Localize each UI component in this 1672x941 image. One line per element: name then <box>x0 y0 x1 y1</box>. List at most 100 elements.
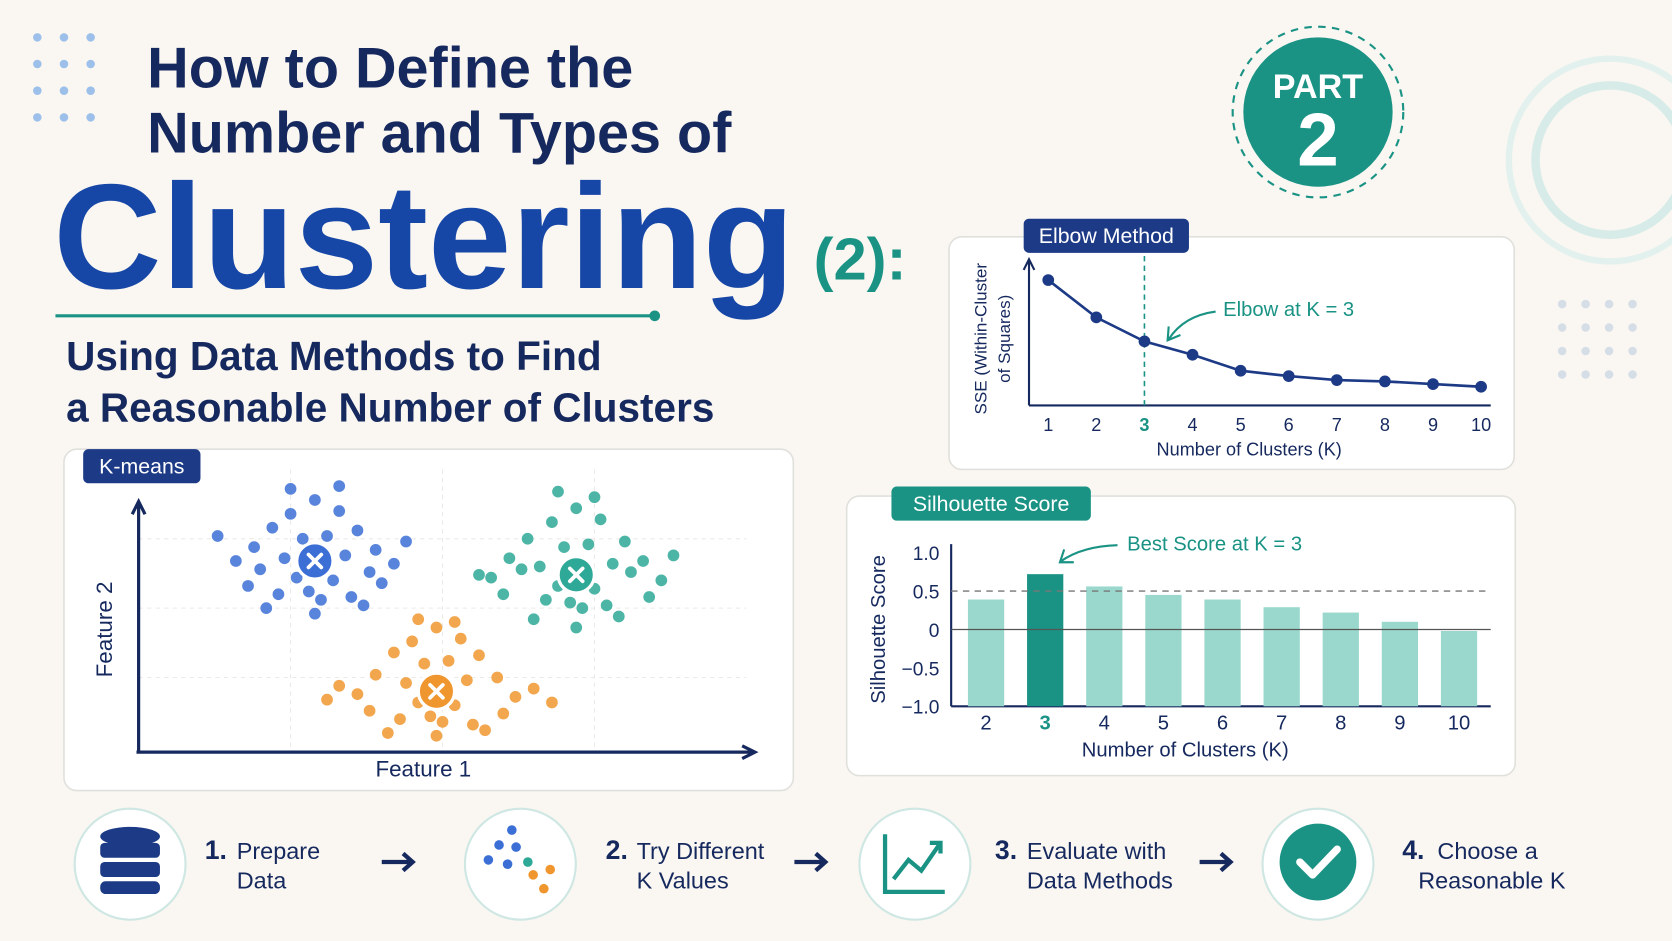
step-label: Data Methods <box>1027 868 1173 894</box>
scatter-point <box>272 588 285 601</box>
x-tick-label: 7 <box>1276 713 1287 735</box>
scatter-point <box>564 596 577 609</box>
scatter-point <box>448 616 461 628</box>
axis <box>1022 256 1491 407</box>
scatter-point <box>388 557 400 570</box>
scatter-point <box>284 507 297 520</box>
step-label: Reasonable K <box>1418 868 1566 894</box>
x-tick-label: 2 <box>1091 415 1101 435</box>
scatter-point <box>418 657 431 670</box>
scatter-point <box>302 585 315 598</box>
step-label: K Values <box>637 868 729 894</box>
dots-icon <box>483 825 556 894</box>
database-icon <box>100 826 160 895</box>
y-axis-label: Silhouette Score <box>868 555 890 704</box>
scatter-point <box>333 505 346 517</box>
scatter-point <box>552 485 564 498</box>
panel-tab <box>891 486 1091 521</box>
scatter-point <box>655 574 668 587</box>
scatter-point <box>527 613 540 626</box>
scatter-point <box>394 713 406 725</box>
scatter-point <box>473 649 485 662</box>
scatter-point <box>491 671 504 684</box>
annotation: Elbow at K = 3 <box>1223 299 1354 321</box>
scatter-point <box>315 593 327 606</box>
x-tick-label: 9 <box>1394 713 1405 735</box>
scatter-point <box>266 521 279 534</box>
scatter-point <box>558 541 570 553</box>
scatter-point <box>497 588 510 601</box>
scatter-point <box>473 568 485 581</box>
chart-title: K-means <box>99 455 184 479</box>
centroid-cross <box>428 683 445 700</box>
badge <box>1243 37 1393 187</box>
line-point <box>1234 364 1247 377</box>
bar <box>1204 599 1241 707</box>
scatter-point <box>600 599 613 612</box>
check-mark <box>1296 845 1341 879</box>
annotation: Best Score at K = 3 <box>1127 534 1302 556</box>
scatter-point <box>588 491 601 504</box>
axis <box>130 497 147 753</box>
line-point <box>1475 380 1487 393</box>
deco-ring <box>1531 81 1672 239</box>
chart-title: Silhouette Score <box>913 492 1069 516</box>
y-tick-label: −0.5 <box>902 659 940 680</box>
step-number: 3. <box>995 835 1017 865</box>
scatter-point <box>521 532 534 545</box>
title-line: How to Define the <box>147 36 633 100</box>
scatter-point <box>454 632 467 645</box>
scatter-point <box>612 610 625 623</box>
scatter-point <box>345 591 358 603</box>
scatter-point <box>667 549 680 562</box>
scatter-point <box>539 593 552 606</box>
line-point <box>1282 370 1295 382</box>
scatter-point <box>248 541 260 553</box>
scatter-point <box>375 577 388 590</box>
scatter-point <box>363 704 376 717</box>
scatter-point <box>381 727 394 739</box>
x-axis-label: Number of Clusters (K) <box>1157 440 1342 460</box>
scatter-point <box>479 724 491 737</box>
scatter-point <box>442 654 455 667</box>
annotation-arrow <box>1058 544 1118 564</box>
scatter-point <box>503 552 516 565</box>
steps: 1. Prepare Data 2. Try Different K Value… <box>73 807 1566 921</box>
scatter-point <box>570 621 583 634</box>
scatter-point <box>412 613 425 626</box>
scatter-point <box>284 482 297 495</box>
x-tick-label: 2 <box>980 713 991 735</box>
bar <box>1086 586 1123 707</box>
scatter-point <box>309 494 321 506</box>
scatter-point <box>594 513 607 526</box>
x-tick-label: 5 <box>1236 415 1246 435</box>
x-tick-label: 10 <box>1471 415 1491 435</box>
divider-dot <box>649 310 661 322</box>
title-suffix: (2): <box>814 226 907 293</box>
scatter-point <box>424 710 437 723</box>
scatter-point <box>497 707 510 720</box>
x-tick-label: 4 <box>1099 713 1110 735</box>
bar <box>1027 574 1064 707</box>
step-number: 1. <box>205 835 227 865</box>
panel-tab <box>1023 218 1189 253</box>
x-tick-label: 4 <box>1187 415 1197 435</box>
scatter-point <box>321 530 333 542</box>
scatter-point <box>242 580 254 592</box>
x-axis-label: Number of Clusters (K) <box>1082 739 1289 761</box>
x-tick-label: 6 <box>1284 415 1294 435</box>
scatter-point <box>278 552 291 565</box>
scatter-point <box>357 599 370 612</box>
step-label: Evaluate with <box>1027 838 1166 864</box>
chart-icon <box>882 834 945 895</box>
scatter-point <box>509 691 522 703</box>
badge-label: PART <box>1273 68 1363 106</box>
deco-ring <box>1505 55 1672 265</box>
scatter-point <box>339 549 352 562</box>
scatter-point <box>625 566 637 578</box>
x-tick-label: 8 <box>1380 415 1390 435</box>
x-tick-label: 7 <box>1332 415 1342 435</box>
y-tick-label: 0 <box>929 621 940 642</box>
axis <box>136 744 759 760</box>
badge-number: 2 <box>1297 97 1339 181</box>
